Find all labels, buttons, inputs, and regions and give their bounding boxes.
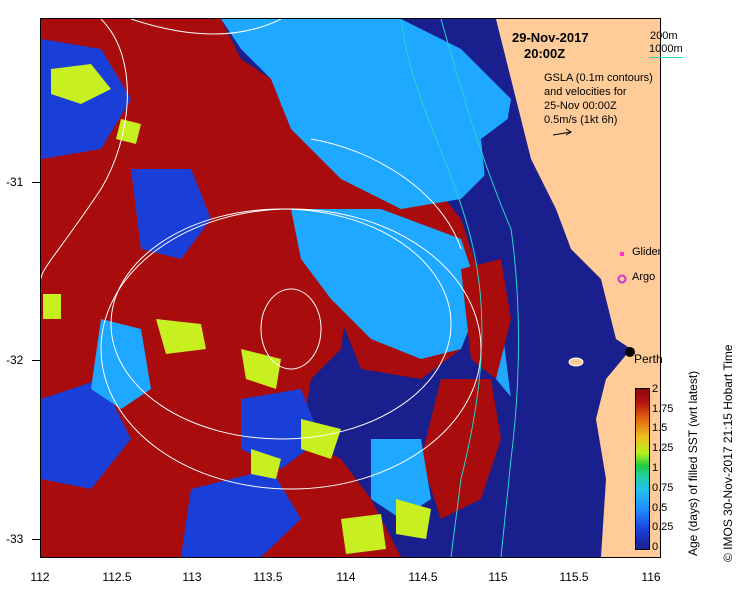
x-tick-label: 112 xyxy=(30,570,50,584)
sst-age-map xyxy=(41,19,660,557)
isobath-200-label: 200m xyxy=(650,30,678,42)
map-date: 29-Nov-2017 xyxy=(512,30,589,45)
land xyxy=(496,19,660,557)
y-tick-label: -33 xyxy=(6,532,24,546)
colorbar-tick-label: 0.5 xyxy=(652,502,668,514)
velocity-arrow xyxy=(552,128,572,136)
colorbar-tick-label: 0.25 xyxy=(652,521,674,533)
y-tick-mark xyxy=(32,182,40,183)
x-tick-label: 112.5 xyxy=(102,570,132,584)
x-tick-label: 116 xyxy=(641,570,661,584)
colorbar-tick-label: 0.75 xyxy=(652,482,674,494)
rottnest-island xyxy=(568,357,584,367)
isobath-1000-label: 1000m xyxy=(649,43,683,55)
sst-yellow-patches xyxy=(43,64,431,554)
y-tick-label: -32 xyxy=(6,353,24,367)
legend-argo-label: Argo xyxy=(632,271,656,283)
isobath-legend-line xyxy=(649,57,683,58)
x-tick-label: 115.5 xyxy=(559,570,589,584)
y-tick-mark xyxy=(32,539,40,540)
colorbar xyxy=(635,388,650,550)
map-area[interactable] xyxy=(40,18,661,558)
colorbar-title: Age (days) of filled SST (wrt latest) xyxy=(686,370,700,556)
colorbar-tick-label: 2 xyxy=(652,383,659,395)
isobath-lines xyxy=(400,19,519,557)
y-tick-label: -31 xyxy=(6,175,24,189)
x-tick-label: 113.5 xyxy=(253,570,283,584)
x-tick-label: 114.5 xyxy=(408,570,438,584)
city-label-perth: Perth xyxy=(634,352,663,366)
colorbar-tick-label: 1.5 xyxy=(652,422,668,434)
imos-credit: © IMOS 30-Nov-2017 21:15 Hobart Time xyxy=(721,344,735,562)
map-time: 20:00Z xyxy=(524,46,566,61)
contours xyxy=(41,19,482,490)
x-tick-label: 113 xyxy=(182,570,202,584)
y-tick-mark xyxy=(32,360,40,361)
gsla-note-line: 25-Nov 00:00Z xyxy=(544,100,617,112)
gsla-note-line: and velocities for xyxy=(544,86,627,98)
colorbar-tick-label: 0 xyxy=(652,541,659,553)
legend-glider-label: Glider xyxy=(632,246,662,258)
x-tick-label: 114 xyxy=(336,570,356,584)
colorbar-tick-label: 1.75 xyxy=(652,403,674,415)
gsla-note-line: GSLA (0.1m contours) xyxy=(544,72,653,84)
velocity-scale-label: 0.5m/s (1kt 6h) xyxy=(544,114,618,126)
glider-symbol xyxy=(620,252,624,256)
colorbar-tick-label: 1.25 xyxy=(652,442,674,454)
shelf-red-band xyxy=(461,259,511,379)
argo-symbol xyxy=(617,274,627,284)
colorbar-tick-label: 1 xyxy=(652,462,659,474)
x-tick-label: 115 xyxy=(488,570,508,584)
perth-marker xyxy=(625,347,635,357)
